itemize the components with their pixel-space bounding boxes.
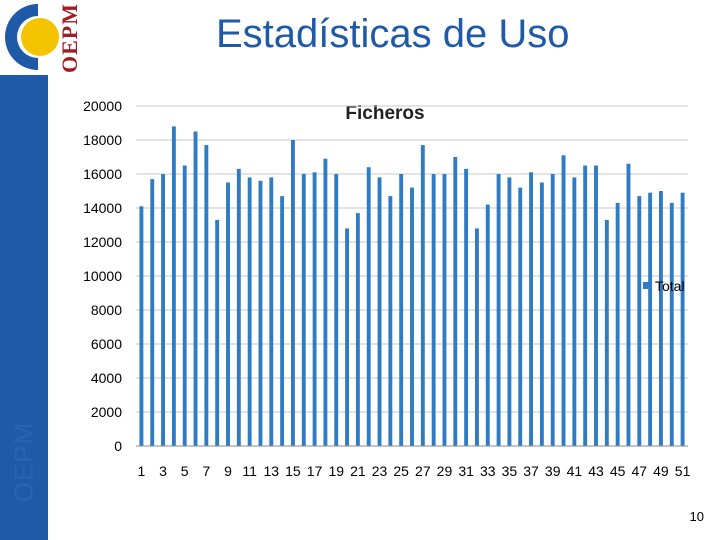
- bar: [226, 182, 230, 446]
- bar: [399, 174, 404, 446]
- bar: [171, 126, 176, 447]
- bar: [594, 165, 598, 446]
- x-tick-label: 37: [523, 463, 539, 479]
- bar: [258, 180, 263, 447]
- bar: [410, 187, 414, 446]
- bar: [161, 174, 166, 446]
- x-tick-label: 11: [242, 463, 257, 479]
- bar: [290, 140, 295, 446]
- x-tick-label: 51: [675, 463, 691, 479]
- sidebar-bar: [0, 75, 48, 540]
- bar: [442, 174, 447, 446]
- y-tick-label: 16000: [83, 166, 122, 182]
- bar: [334, 174, 339, 446]
- x-tick-label: 13: [264, 463, 280, 479]
- bar: [604, 219, 609, 446]
- bar: [669, 202, 674, 446]
- y-tick-label: 2000: [91, 404, 122, 420]
- bar: [323, 158, 328, 446]
- x-tick-label: 49: [653, 463, 669, 479]
- bar: [377, 177, 382, 446]
- bar: [485, 204, 490, 446]
- bar: [204, 145, 209, 446]
- y-tick-label: 8000: [91, 302, 122, 318]
- bar: [496, 174, 501, 446]
- y-tick-label: 18000: [83, 132, 122, 148]
- x-tick-label: 31: [458, 463, 474, 479]
- bar: [648, 192, 653, 446]
- bar: [150, 179, 155, 446]
- bar: [247, 177, 252, 446]
- x-tick-label: 27: [415, 463, 431, 479]
- y-tick-label: 6000: [91, 336, 122, 352]
- x-tick-label: 19: [328, 463, 344, 479]
- x-tick-label: 41: [567, 463, 583, 479]
- bar: [269, 177, 274, 446]
- y-tick-label: 10000: [83, 268, 122, 284]
- bar: [626, 163, 631, 447]
- legend-label: Total: [655, 278, 685, 294]
- bar: [366, 167, 371, 446]
- y-tick-label: 4000: [91, 370, 122, 386]
- x-tick-label: 9: [224, 463, 232, 479]
- bar: [464, 168, 469, 446]
- bar: [301, 174, 306, 446]
- x-tick-label: 17: [307, 463, 323, 479]
- bar: [680, 192, 685, 446]
- bar: [355, 213, 360, 446]
- page-number: 10: [689, 509, 704, 524]
- bar: [431, 174, 436, 446]
- bar: [280, 196, 285, 446]
- x-tick-label: 33: [480, 463, 496, 479]
- x-tick-label: 43: [588, 463, 604, 479]
- bar: [193, 131, 198, 446]
- x-tick-label: 1: [138, 463, 146, 479]
- x-tick-label: 35: [502, 463, 518, 479]
- x-tick-label: 21: [350, 463, 366, 479]
- bar: [539, 182, 544, 446]
- x-tick-label: 23: [372, 463, 388, 479]
- bar: [139, 206, 144, 446]
- bar: [182, 165, 187, 446]
- chart-title: Ficheros: [345, 103, 424, 124]
- page-title: Estadísticas de Uso: [216, 12, 570, 56]
- bar: [420, 145, 425, 446]
- y-tick-label: 0: [114, 438, 122, 454]
- logo-text: OEPM: [57, 3, 82, 73]
- bar: [583, 165, 588, 446]
- bar: [561, 155, 566, 447]
- bar: [550, 174, 555, 446]
- bar: [518, 187, 523, 446]
- x-tick-label: 5: [181, 463, 189, 479]
- bar-chart: Ficheros 0 2000 4000 6000 8000 10000 12000 1400…: [83, 98, 691, 479]
- bar: [453, 157, 458, 446]
- bar: [215, 219, 220, 446]
- bar: [312, 172, 317, 447]
- x-tick-label: 47: [632, 463, 648, 479]
- legend-swatch: [643, 282, 649, 289]
- bar: [637, 196, 642, 446]
- y-tick-label: 20000: [83, 98, 122, 114]
- bar: [658, 191, 663, 446]
- y-tick-label: 14000: [83, 200, 122, 216]
- x-tick-label: 15: [285, 463, 301, 479]
- bar: [236, 168, 241, 446]
- y-tick-label: 12000: [83, 234, 122, 250]
- bar: [572, 177, 577, 446]
- x-tick-label: 7: [202, 463, 210, 479]
- x-tick-label: 45: [610, 463, 626, 479]
- oepm-logo: [0, 0, 75, 75]
- x-tick-label: 25: [393, 463, 409, 479]
- sidebar: OEPM: [0, 0, 48, 540]
- vertical-brand-text: OEPM: [8, 421, 39, 503]
- x-tick-label: 3: [159, 463, 167, 479]
- bar: [529, 172, 534, 447]
- x-tick-label: 39: [545, 463, 561, 479]
- bar: [345, 228, 350, 446]
- x-tick-label: 29: [437, 463, 453, 479]
- bar: [507, 177, 512, 446]
- bar: [388, 196, 393, 446]
- bar: [615, 202, 620, 446]
- bar: [474, 228, 479, 446]
